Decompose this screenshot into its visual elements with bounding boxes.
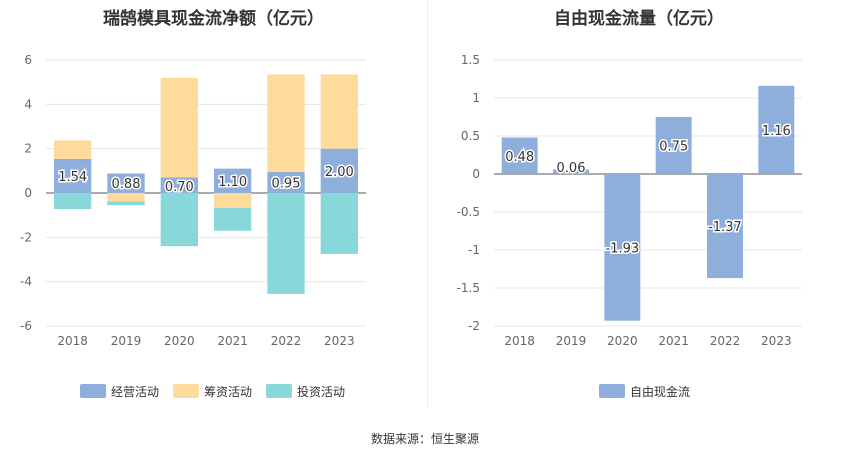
legend-label: 投资活动 [297,384,346,399]
bar-投资活动 [320,193,358,254]
x-tick-label: 2023 [761,334,792,348]
legend-swatch [173,384,200,398]
legend-label: 经营活动 [111,384,160,399]
data-label: 0.70 [165,180,194,195]
data-label: 1.10 [218,175,247,190]
y-tick-label: -0.5 [457,205,480,219]
data-label: 2.00 [325,165,354,180]
bar-投资活动 [267,193,305,294]
bar-筹资活动 [320,74,358,149]
x-tick-label: 2021 [658,334,689,348]
x-tick-label: 2020 [164,334,195,348]
bar-经营活动 [214,168,252,193]
legend-item[interactable]: 投资活动 [266,383,345,400]
y-tick-label: 4 [24,97,32,111]
x-tick-label: 2022 [271,334,302,348]
bar-经营活动 [107,173,145,193]
y-tick-label: 2 [24,142,32,156]
data-label: 1.54 [58,170,87,185]
bar-经营活动 [160,177,198,193]
legend-item[interactable]: 经营活动 [80,383,159,400]
bar-经营活动 [320,148,358,193]
legend-swatch [266,384,293,398]
data-label: -1.37 [708,220,742,235]
cashflow-net-chart: -6 -4 -2 0 2 4 6 2018 2019 2020 2021 2022 2023 1.54 0.… [20,53,366,348]
data-label: 0.75 [659,140,688,155]
data-label: 0.95 [272,176,301,191]
bar-投资活动 [160,193,198,247]
bar-投资活动 [214,207,252,231]
y-tick-label: 1 [472,91,480,105]
bar-投资活动 [107,201,145,206]
legend-label: 自由现金流 [630,384,691,399]
bar-自由现金流 [655,117,692,174]
y-tick-label: 0 [24,186,32,200]
y-tick-label: -4 [20,275,32,289]
bar-筹资活动 [160,77,198,178]
y-tick-label: 0 [472,167,480,181]
data-label: -1.93 [606,241,640,256]
right-chart-legend: 自由现金流 [599,382,704,400]
data-label: 0.06 [557,161,586,176]
chart-divider [427,0,428,408]
data-source-footer: 数据来源：恒生聚源 [370,432,479,446]
x-tick-label: 2018 [57,334,88,348]
x-tick-label: 2020 [607,334,638,348]
left-chart-title: 瑞鹄模具现金流净额（亿元） [103,9,324,29]
y-tick-label: -2 [20,230,32,244]
legend-swatch [80,384,106,398]
legend-item[interactable]: 筹资活动 [173,383,252,400]
x-tick-label: 2019 [556,334,587,348]
legend-swatch [599,384,625,398]
bar-筹资活动 [214,193,252,208]
data-label: 1.16 [762,124,791,139]
y-tick-label: -6 [20,319,32,333]
bar-筹资活动 [267,74,305,172]
data-label: 0.88 [112,177,141,192]
y-tick-label: 6 [24,53,32,67]
bar-自由现金流 [758,85,795,174]
bar-投资活动 [54,193,92,209]
bar-经营活动 [267,171,305,193]
bar-自由现金流 [501,137,538,174]
x-tick-label: 2023 [324,334,355,348]
right-chart-title: 自由现金流量（亿元） [554,9,724,29]
free-cashflow-chart: 1.5 1 0.5 0 -0.5 -1 -1.5 -2 2018 2019 2020 2021 2022… [457,53,802,348]
y-tick-label: -2 [468,319,480,333]
legend-item[interactable]: 自由现金流 [599,383,690,400]
x-tick-label: 2019 [111,334,142,348]
bar-筹资活动 [107,193,145,202]
y-tick-label: 0.5 [461,129,480,143]
y-tick-label: -1.5 [457,281,480,295]
x-tick-label: 2022 [710,334,741,348]
bar-筹资活动 [54,140,92,159]
legend-label: 筹资活动 [204,384,253,399]
x-tick-label: 2021 [217,334,248,348]
bar-自由现金流 [604,174,641,321]
bar-自由现金流 [553,169,589,174]
left-chart-legend: 经营活动 筹资活动 投资活动 [80,382,359,400]
x-tick-label: 2018 [504,334,535,348]
bar-自由现金流 [707,174,743,279]
bar-经营活动 [54,158,92,193]
y-tick-label: -1 [468,243,480,257]
data-label: 0.48 [505,150,534,165]
y-tick-label: 1.5 [461,53,480,67]
